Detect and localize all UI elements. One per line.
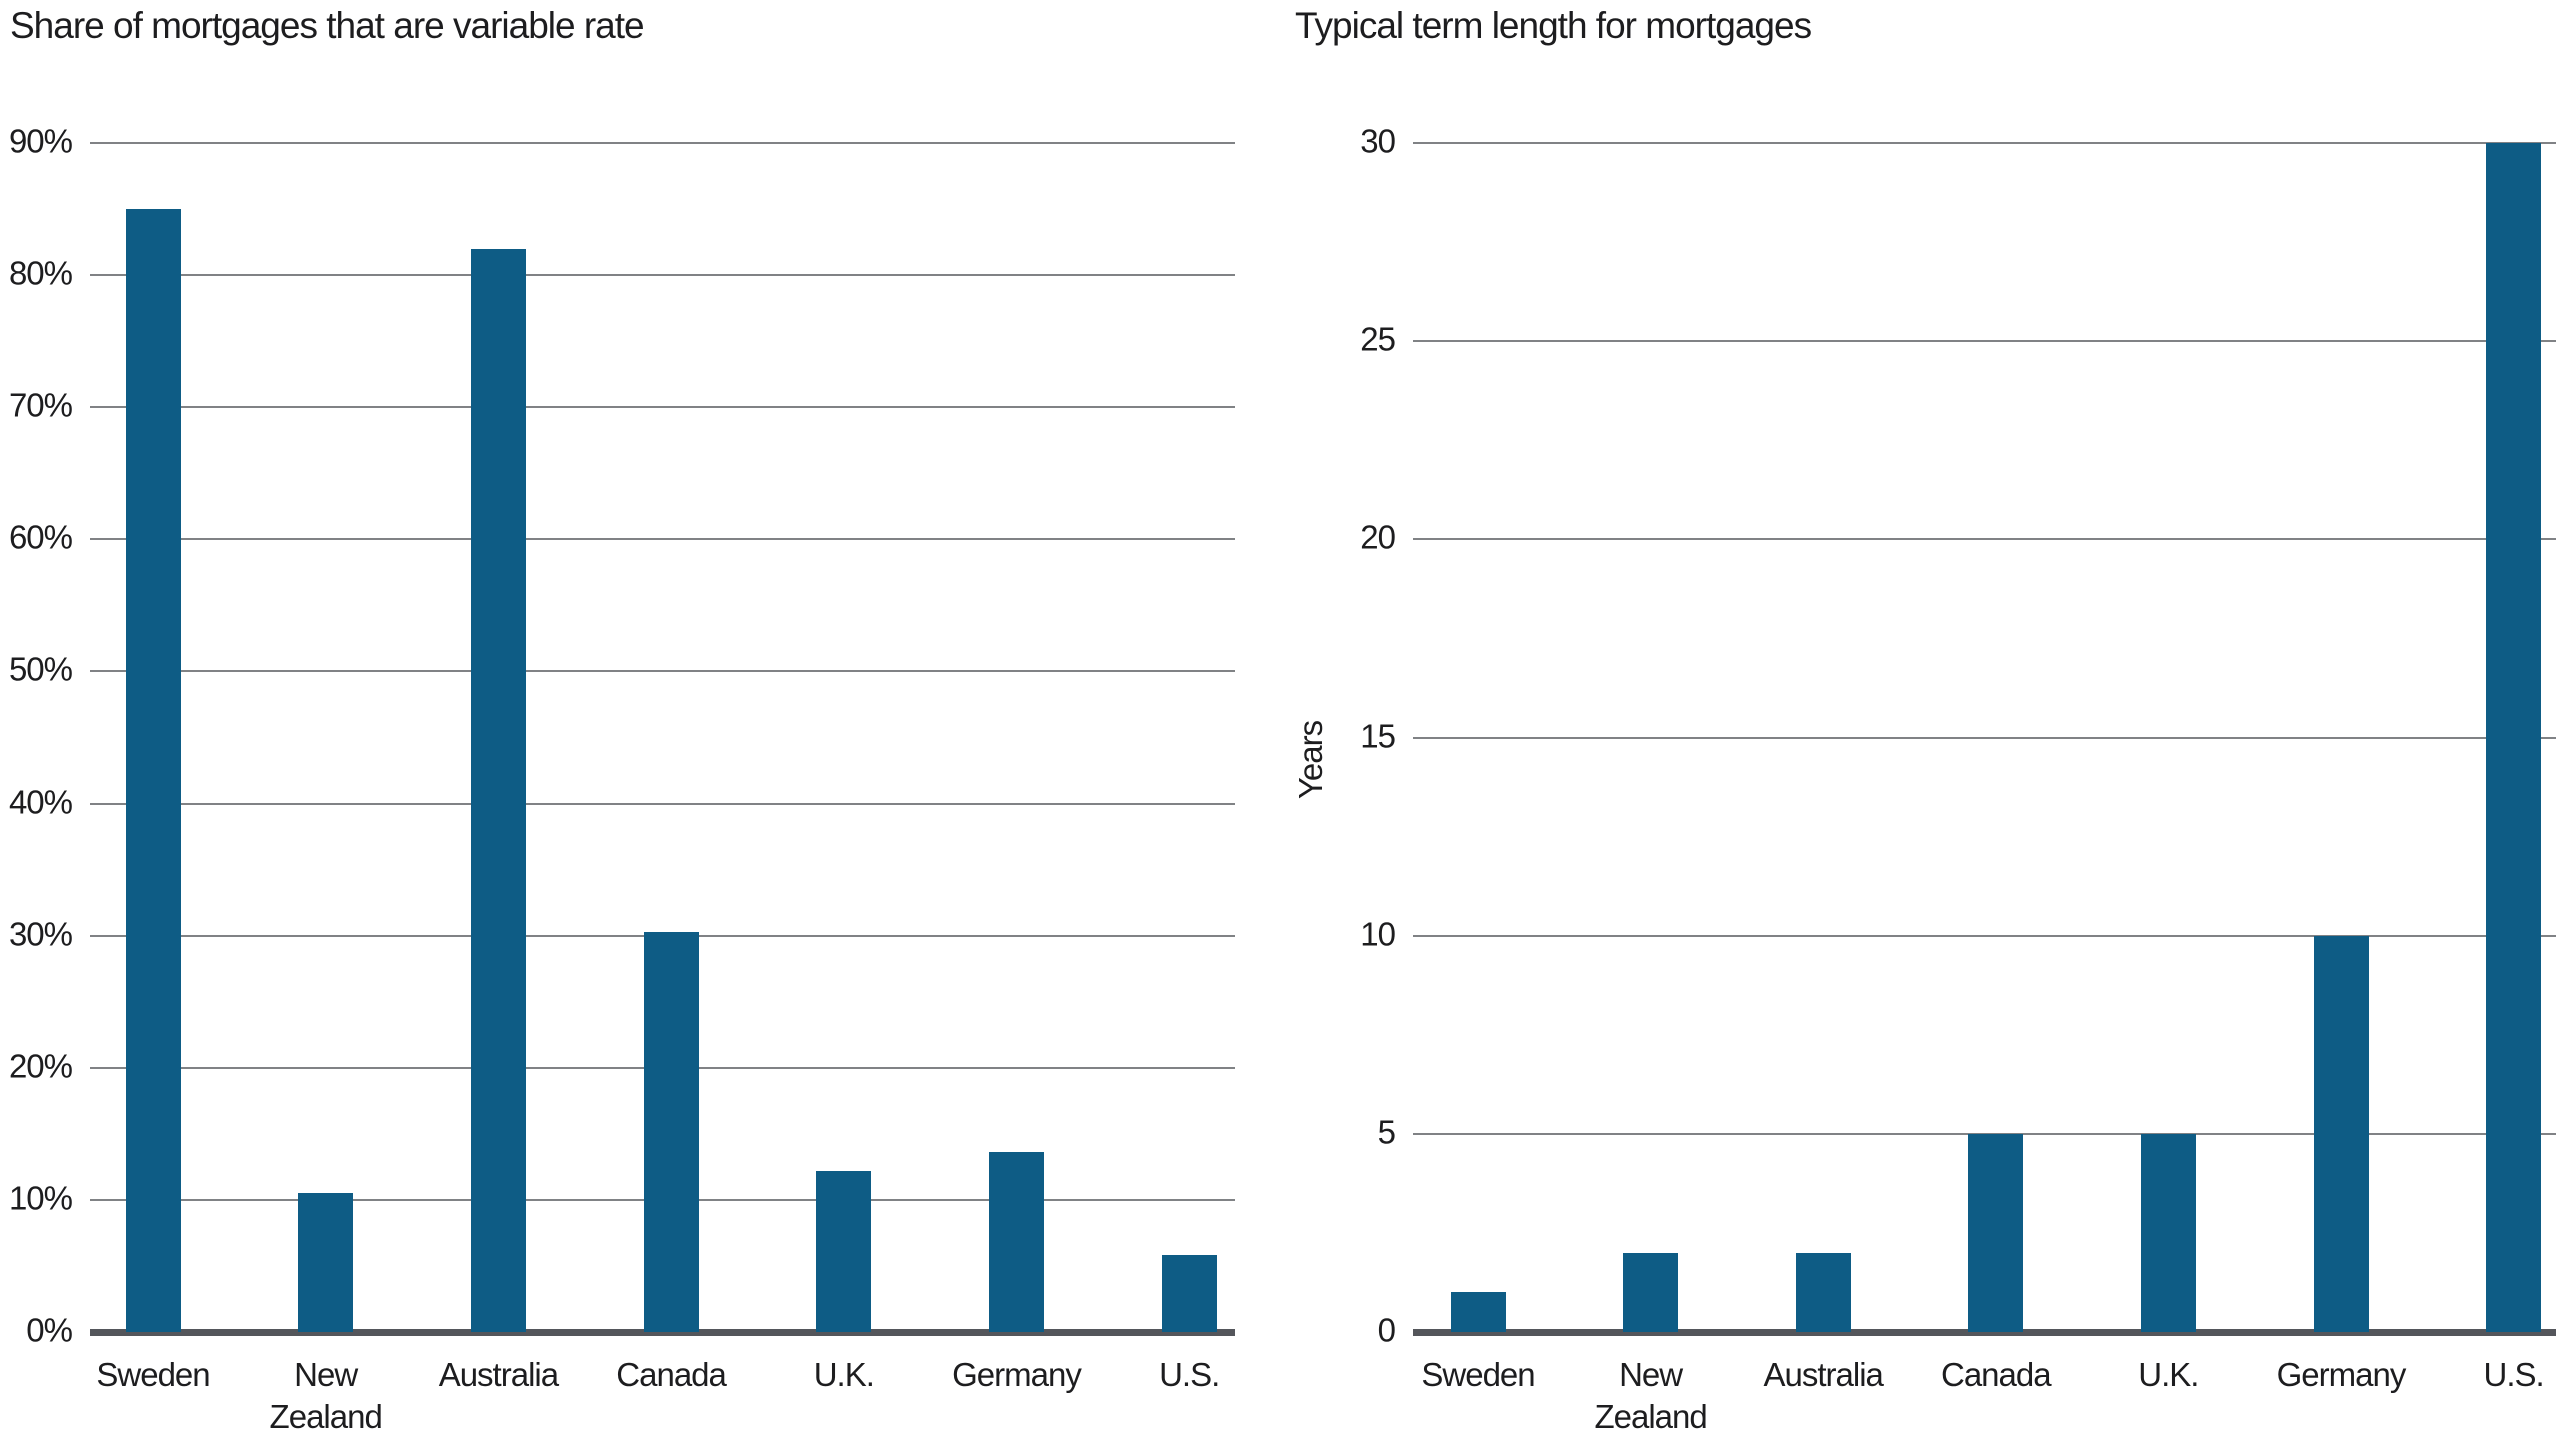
y-tick-label-15: 15 xyxy=(1360,716,1396,754)
x-axis-label-new-zealand: New Zealand xyxy=(1594,1356,1707,1435)
bar-sweden xyxy=(1450,1292,1506,1332)
x-axis-label-canada: Canada xyxy=(616,1356,727,1393)
x-axis-label-canada: Canada xyxy=(1940,1356,2052,1393)
gridline-60 xyxy=(90,538,1235,541)
x-axis-label-sweden: Sweden xyxy=(1421,1356,1535,1393)
gridline-25 xyxy=(1413,340,2556,343)
bar-australia xyxy=(1795,1252,1851,1332)
x-axis-line xyxy=(90,1329,1235,1336)
term-length-chart-title: Typical term length for mortgages xyxy=(1295,5,1812,46)
y-tick-label-0: 0 xyxy=(1377,1311,1396,1349)
y-tick-label-50: 50% xyxy=(8,650,73,688)
bar-germany xyxy=(989,1152,1044,1332)
x-axis-label-australia: Australia xyxy=(438,1356,559,1393)
bar-u-k xyxy=(816,1170,872,1332)
gridline-20 xyxy=(1413,538,2556,541)
y-tick-label-10: 10% xyxy=(8,1179,73,1217)
y-tick-label-30: 30% xyxy=(8,915,73,953)
x-axis-label-australia: Australia xyxy=(1763,1356,1883,1393)
y-tick-label-5: 5 xyxy=(1377,1113,1396,1151)
gridline-70 xyxy=(90,406,1235,409)
bar-u-k xyxy=(2140,1133,2196,1332)
bar-new-zealand xyxy=(1623,1252,1679,1332)
y-tick-label-90: 90% xyxy=(8,122,73,160)
x-axis-label-u-k: U.K. xyxy=(813,1356,875,1393)
gridline-30 xyxy=(1413,142,2556,144)
gridline-10 xyxy=(1413,934,2556,937)
x-axis-label-u-s: U.S. xyxy=(2483,1356,2545,1393)
bar-australia xyxy=(470,248,526,1332)
x-axis-label-germany: Germany xyxy=(952,1356,1082,1393)
bar-germany xyxy=(2313,935,2369,1332)
gridline-80 xyxy=(90,274,1235,277)
x-axis-label-u-s: U.S. xyxy=(1159,1356,1220,1393)
x-axis-label-sweden: Sweden xyxy=(96,1356,210,1393)
y-tick-label-20: 20 xyxy=(1360,518,1396,556)
bar-u-s xyxy=(1161,1255,1217,1332)
bar-sweden xyxy=(125,209,181,1332)
x-axis-label-u-k: U.K. xyxy=(2138,1356,2199,1393)
bar-canada xyxy=(643,931,699,1332)
bar-canada xyxy=(1968,1133,2024,1332)
gridline-50 xyxy=(90,670,1235,673)
y-axis-title-years: Years xyxy=(1292,720,1329,800)
bar-u-s xyxy=(2486,143,2542,1332)
y-tick-label-70: 70% xyxy=(8,386,73,424)
x-axis-line xyxy=(1413,1329,2556,1336)
x-axis-label-new-zealand: New Zealand xyxy=(269,1356,383,1435)
gridline-40 xyxy=(90,802,1235,805)
y-tick-label-10: 10 xyxy=(1360,915,1396,953)
gridline-90 xyxy=(90,142,1235,144)
y-tick-label-40: 40% xyxy=(8,783,73,821)
x-axis-label-germany: Germany xyxy=(2276,1356,2407,1393)
bar-new-zealand xyxy=(298,1193,354,1332)
gridline-15 xyxy=(1413,736,2556,739)
variable-rate-chart-title: Share of mortgages that are variable rat… xyxy=(10,5,645,46)
y-tick-label-25: 25 xyxy=(1360,320,1396,358)
y-tick-label-20: 20% xyxy=(8,1047,73,1085)
y-tick-label-80: 80% xyxy=(8,254,73,292)
y-tick-label-60: 60% xyxy=(8,518,73,556)
y-tick-label-0: 0% xyxy=(26,1311,73,1349)
y-tick-label-30: 30 xyxy=(1360,122,1396,160)
